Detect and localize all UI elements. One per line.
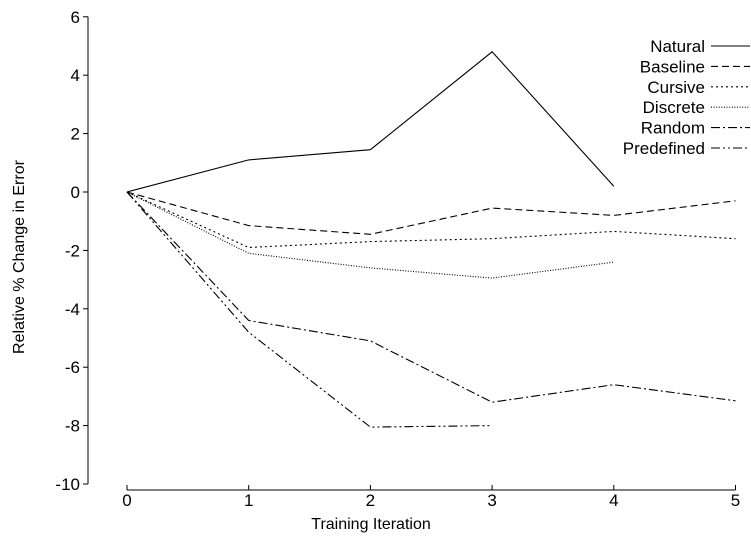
series-line-natural xyxy=(126,51,615,193)
x-tick-label: 3 xyxy=(487,491,496,510)
x-tick-label: 5 xyxy=(731,491,740,510)
y-tick-label: -2 xyxy=(65,241,80,260)
y-tick-label: -6 xyxy=(65,358,80,377)
series-line-cursive xyxy=(126,191,736,249)
y-tick-label: -10 xyxy=(55,475,80,494)
y-tick-label: 0 xyxy=(71,183,80,202)
x-tick-label: 4 xyxy=(609,491,618,510)
y-tick-label: 4 xyxy=(71,66,80,85)
series-line-discrete xyxy=(126,191,614,279)
x-axis: 0 1 2 3 4 5 xyxy=(122,485,740,510)
legend-label: Baseline xyxy=(640,57,705,76)
y-axis: 6 4 2 0 -2 -4 -6 -8 -10 xyxy=(55,8,89,494)
x-tick-label: 2 xyxy=(366,491,375,510)
series-lines xyxy=(126,51,736,428)
legend-label: Natural xyxy=(650,37,705,56)
x-axis-label: Training Iteration xyxy=(311,516,430,533)
y-tick-label: 2 xyxy=(71,125,80,144)
series-line-random xyxy=(126,191,736,403)
legend-label: Predefined xyxy=(623,139,705,158)
y-axis-label: Relative % Change in Error xyxy=(11,159,28,354)
legend-label: Cursive xyxy=(647,78,705,97)
series-line-baseline xyxy=(126,191,736,235)
x-tick-label: 0 xyxy=(122,491,131,510)
y-tick-label: 6 xyxy=(71,8,80,27)
legend-label: Discrete xyxy=(643,98,705,117)
series-line-predefined xyxy=(126,191,493,428)
x-tick-label: 1 xyxy=(244,491,253,510)
y-tick-label: -8 xyxy=(65,417,80,436)
legend-label: Random xyxy=(641,119,705,138)
y-tick-label: -4 xyxy=(65,300,80,319)
